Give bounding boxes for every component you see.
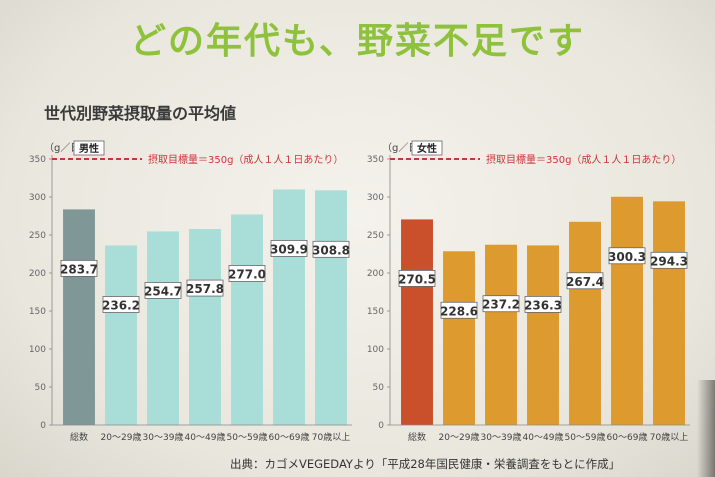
value-label: 294.3 xyxy=(650,254,688,268)
value-label: 300.3 xyxy=(608,250,646,264)
y-tick-label: 150 xyxy=(367,307,384,317)
bar xyxy=(189,229,221,425)
value-label-box xyxy=(228,265,266,282)
value-label: 308.8 xyxy=(312,243,350,257)
value-label: 228.6 xyxy=(440,304,478,318)
value-label-box xyxy=(270,240,308,257)
value-label-box xyxy=(144,282,182,299)
value-label-box xyxy=(440,301,478,319)
y-tick-label: 50 xyxy=(373,383,385,393)
y-tick-label: 350 xyxy=(29,155,46,165)
value-label-box xyxy=(102,296,140,313)
value-label: 257.8 xyxy=(186,282,224,296)
value-label: 270.5 xyxy=(398,272,436,286)
gender-box xyxy=(73,140,105,156)
value-label: 237.2 xyxy=(482,298,520,312)
value-label-box xyxy=(566,272,604,290)
value-label: 309.9 xyxy=(270,242,308,256)
y-tick-label: 350 xyxy=(367,155,384,165)
gender-label: 男性 xyxy=(79,142,99,155)
source-note: 出典：カゴメVEGEDAYより「平成28年国民健康・栄養調査をもとに作成」 xyxy=(230,457,621,471)
category-label: 40～49歳 xyxy=(523,431,564,443)
gender-box xyxy=(411,140,443,156)
value-label-box xyxy=(650,251,688,269)
category-label: 30～39歳 xyxy=(481,431,522,443)
y-tick-label: 250 xyxy=(367,231,384,241)
target-label: 摂取目標量＝350g（成人１人１日あたり） xyxy=(486,153,681,166)
value-label: 236.3 xyxy=(524,298,562,312)
bar xyxy=(653,201,685,425)
bar xyxy=(401,219,433,425)
category-label: 総数 xyxy=(408,431,426,443)
bar xyxy=(231,214,263,425)
y-tick-label: 0 xyxy=(378,421,384,431)
bar xyxy=(443,251,475,425)
category-label: 30～39歳 xyxy=(143,431,184,443)
bar xyxy=(315,190,347,425)
value-label-box xyxy=(186,279,224,297)
category-label: 60～69歳 xyxy=(269,431,310,443)
gender-label: 女性 xyxy=(417,142,437,155)
y-tick-label: 200 xyxy=(29,269,46,279)
value-label: 254.7 xyxy=(144,284,182,298)
y-tick-label: 300 xyxy=(29,193,46,203)
bar xyxy=(569,221,601,425)
y-tick-label: 100 xyxy=(367,345,384,355)
screen-edge-shadow xyxy=(697,380,715,477)
value-label-box xyxy=(482,295,520,313)
value-label-box xyxy=(60,259,98,277)
value-label: 277.0 xyxy=(228,267,266,281)
value-label-box xyxy=(398,270,436,287)
category-label: 50～59歳 xyxy=(227,431,268,443)
y-tick-label: 100 xyxy=(29,345,46,355)
bar xyxy=(63,209,95,425)
value-label-box xyxy=(608,247,646,265)
bar xyxy=(527,245,559,425)
category-label: 総数 xyxy=(70,431,88,443)
category-label: 50～59歳 xyxy=(565,431,606,443)
bar xyxy=(611,196,643,425)
category-label: 40～49歳 xyxy=(185,431,226,443)
category-label: 70歳以上 xyxy=(650,431,688,443)
value-label-box xyxy=(312,240,350,258)
value-label: 236.2 xyxy=(102,298,140,312)
category-label: 20～29歳 xyxy=(439,431,480,443)
bar xyxy=(485,244,517,425)
slide-title: どの年代も、野菜不足です xyxy=(130,21,585,62)
bar xyxy=(273,189,305,425)
category-label: 60～69歳 xyxy=(607,431,648,443)
category-label: 70歳以上 xyxy=(312,431,350,443)
y-tick-label: 200 xyxy=(367,269,384,279)
target-label: 摂取目標量＝350g（成人１人１日あたり） xyxy=(148,153,343,166)
value-label-box xyxy=(524,296,562,313)
category-label: 20～29歳 xyxy=(101,431,142,443)
value-label: 283.7 xyxy=(60,262,98,276)
y-tick-label: 300 xyxy=(367,193,384,203)
chart-subtitle: 世代別野菜摂取量の平均値 xyxy=(44,104,237,123)
y-tick-label: 150 xyxy=(29,307,46,317)
value-label: 267.4 xyxy=(566,275,604,289)
bar xyxy=(105,245,137,425)
y-tick-label: 250 xyxy=(29,231,46,241)
y-tick-label: 0 xyxy=(40,421,46,431)
bar xyxy=(147,231,179,425)
y-tick-label: 50 xyxy=(35,383,47,393)
